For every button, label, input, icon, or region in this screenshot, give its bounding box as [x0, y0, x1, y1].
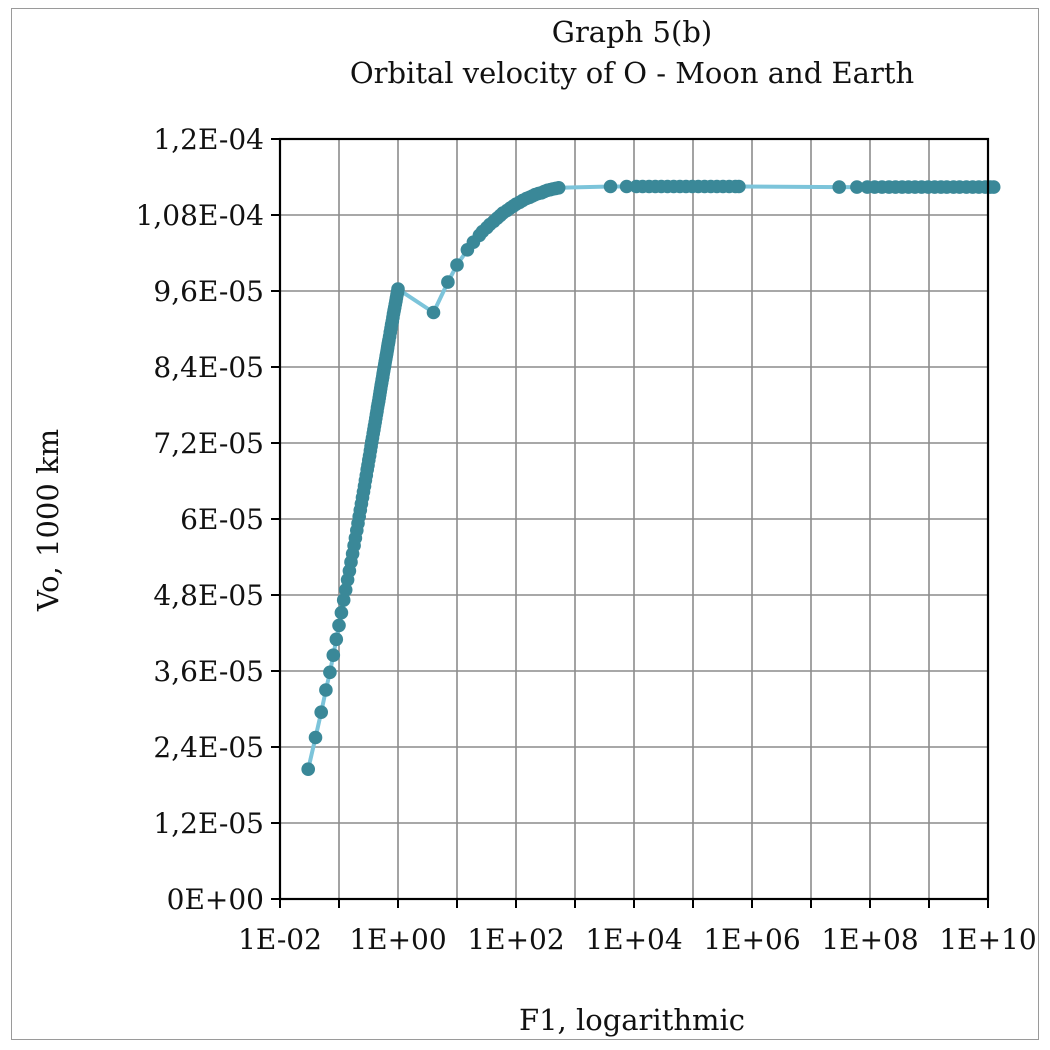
data-point [603, 179, 618, 194]
x-tick-label: 1E-02 [238, 923, 322, 956]
data-point [314, 705, 329, 719]
data-point [334, 605, 349, 620]
data-point [551, 181, 566, 195]
data-point [619, 179, 634, 194]
data-point [832, 180, 846, 194]
data-point [850, 180, 864, 194]
data-point [441, 275, 455, 289]
y-tick-label: 1,2E-04 [153, 123, 264, 156]
x-tick-label: 1E+06 [703, 923, 800, 956]
y-axis-label: Vo, 1000 km [31, 429, 65, 612]
data-point [308, 730, 323, 745]
series-line [306, 184, 996, 772]
x-tick-label: 1E+02 [467, 923, 564, 956]
y-tick-label: 4,8E-05 [153, 579, 264, 612]
y-tick-label: 6E-05 [180, 503, 264, 536]
series-line-layer [306, 184, 996, 772]
x-tick-label: 1E+08 [821, 923, 918, 956]
y-tick-label: 2,4E-05 [153, 731, 264, 764]
x-axis-label: F1, logarithmic [519, 1003, 745, 1037]
data-point [329, 632, 344, 647]
y-tick-label: 3,6E-05 [153, 655, 264, 688]
data-point [391, 282, 405, 296]
data-point [323, 665, 337, 680]
y-tick-labels: 0E+00 1,2E-05 2,4E-05 3,6E-05 4,8E-05 6E-05 7,… [136, 123, 264, 916]
axes [271, 137, 990, 908]
data-point [336, 593, 351, 607]
y-tick-label: 7,2E-05 [153, 427, 264, 460]
data-point [338, 583, 353, 597]
series-markers [301, 179, 1001, 776]
chart-title: Graph 5(b) [552, 15, 712, 49]
y-tick-label: 1,2E-05 [153, 807, 264, 840]
y-tick-label: 9,6E-05 [153, 275, 264, 308]
data-point [326, 648, 341, 662]
x-tick-label: 1E+10 [939, 923, 1036, 956]
data-point [332, 618, 346, 633]
y-tick-label: 1,08E-04 [136, 199, 264, 232]
y-tick-label: 0E+00 [167, 883, 264, 916]
data-point [319, 683, 333, 697]
plot-area-border [278, 137, 990, 901]
grid [280, 138, 989, 899]
chart-subtitle: Orbital velocity of O - Moon and Earth [350, 56, 914, 90]
data-point [450, 258, 464, 272]
x-tick-label: 1E+00 [349, 923, 446, 956]
data-point [426, 305, 441, 320]
x-tick-labels: 1E-02 1E+00 1E+02 1E+04 1E+06 1E+08 1E+10 [238, 923, 1037, 956]
data-point [301, 762, 316, 776]
y-tick-label: 8,4E-05 [153, 351, 264, 384]
data-point [986, 180, 1001, 194]
data-point [732, 179, 746, 194]
x-tick-label: 1E+04 [585, 923, 682, 956]
chart-frame [11, 8, 1039, 1040]
